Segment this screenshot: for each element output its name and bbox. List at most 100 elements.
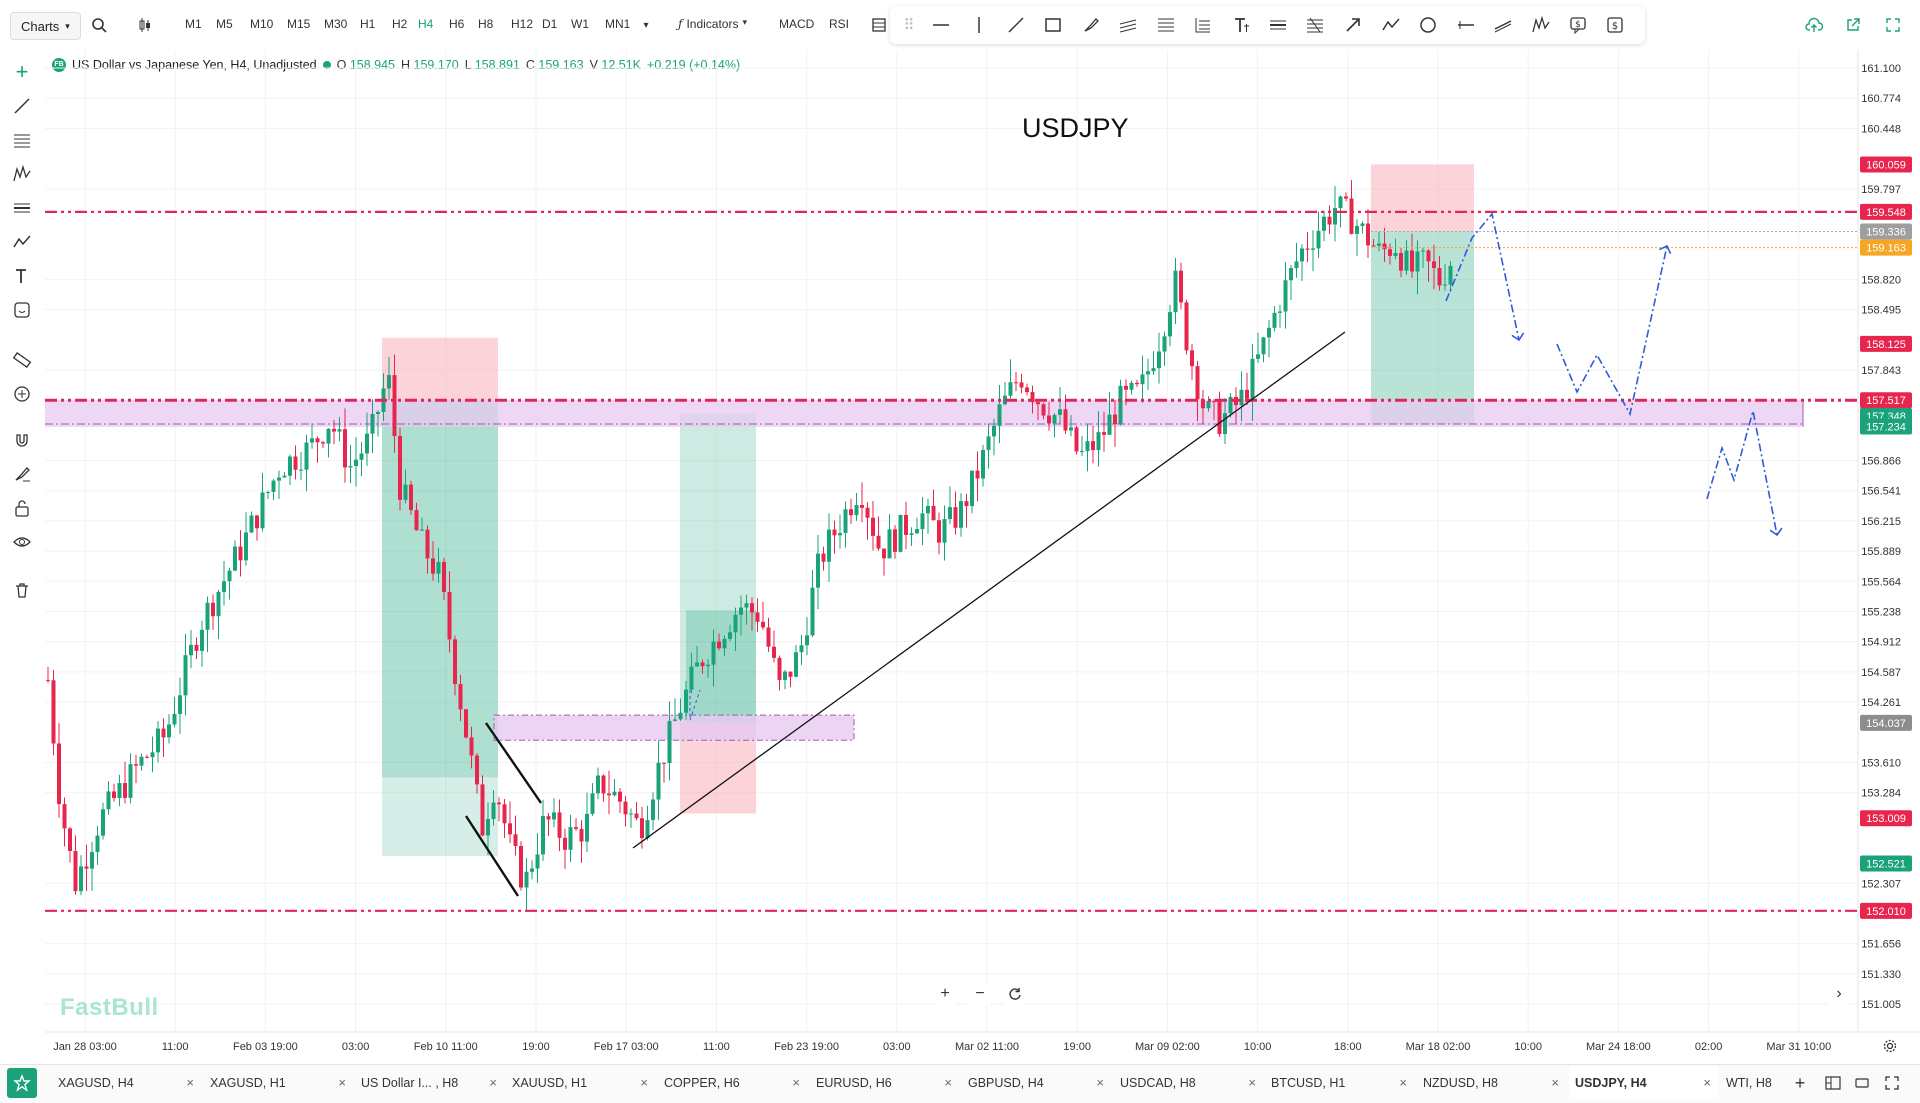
- trash-icon[interactable]: [10, 578, 34, 602]
- zoom-in-button[interactable]: +: [934, 983, 956, 1005]
- zoom-in-icon[interactable]: [10, 382, 34, 406]
- candle: [244, 532, 248, 561]
- close-tab-icon[interactable]: ×: [1551, 1075, 1559, 1090]
- timeframe-h6[interactable]: H6: [449, 17, 465, 31]
- pitchfork-icon[interactable]: [10, 196, 34, 220]
- emoji-icon[interactable]: [10, 298, 34, 322]
- tab-us-dollar-i-h8[interactable]: US Dollar I... , H8 ×: [355, 1066, 505, 1100]
- close-tab-icon[interactable]: ×: [1096, 1075, 1104, 1090]
- timeframe-h8[interactable]: H8: [478, 17, 494, 31]
- charts-menu-button[interactable]: Charts ▾: [10, 12, 81, 40]
- open-new-window-icon[interactable]: [1842, 14, 1864, 36]
- brush-icon[interactable]: [1080, 14, 1102, 36]
- ruler-icon[interactable]: [10, 348, 34, 372]
- timeframe-h2[interactable]: H2: [392, 17, 408, 31]
- timeframe-more-icon[interactable]: ▾: [643, 19, 649, 31]
- macd-button[interactable]: MACD: [779, 17, 815, 31]
- path-icon[interactable]: [1380, 14, 1402, 36]
- pattern-icon[interactable]: [1530, 14, 1552, 36]
- zoom-out-button[interactable]: −: [969, 983, 991, 1005]
- tile-layout-icon[interactable]: [1823, 1066, 1843, 1100]
- trend-line-icon[interactable]: [1005, 14, 1027, 36]
- timeframe-m5[interactable]: M5: [216, 17, 233, 31]
- time-axis[interactable]: Jan 28 03:00 11:00 Feb 03 19:00 03:00 Feb 10…: [53, 1041, 1831, 1053]
- tab-copper-h6[interactable]: COPPER, H6 ×: [658, 1066, 808, 1100]
- arrow-icon[interactable]: [1342, 14, 1364, 36]
- text-icon[interactable]: [1230, 14, 1252, 36]
- expand-icon[interactable]: [1882, 1066, 1902, 1100]
- close-tab-icon[interactable]: ×: [944, 1075, 952, 1090]
- svg-text:$: $: [1575, 20, 1581, 30]
- close-tab-icon[interactable]: ×: [1399, 1075, 1407, 1090]
- ray-icon[interactable]: [1455, 14, 1477, 36]
- parallel-channel-icon[interactable]: [1117, 14, 1139, 36]
- minimize-icon[interactable]: [1852, 1066, 1872, 1100]
- fib-levels-icon[interactable]: [10, 128, 34, 152]
- tab-nzdusd-h8[interactable]: NZDUSD, H8 ×: [1417, 1066, 1567, 1100]
- settings-gear-icon[interactable]: [1879, 1035, 1901, 1057]
- lock-icon[interactable]: [10, 496, 34, 520]
- close-tab-icon[interactable]: ×: [489, 1075, 497, 1090]
- trend-line-icon[interactable]: [10, 94, 34, 118]
- horizontal-line-icon[interactable]: [930, 14, 952, 36]
- tab-xagusd-h1[interactable]: XAGUSD, H1 ×: [204, 1066, 354, 1100]
- eye-icon[interactable]: [10, 530, 34, 554]
- scroll-right-icon[interactable]: ›: [1828, 983, 1850, 1005]
- tab-usdjpy-h4[interactable]: USDJPY, H4 ×: [1569, 1066, 1719, 1100]
- close-tab-icon[interactable]: ×: [792, 1075, 800, 1090]
- extended-line-icon[interactable]: [1492, 14, 1514, 36]
- timeframe-mn1[interactable]: MN1: [605, 17, 631, 31]
- tab-btcusd-h1[interactable]: BTCUSD, H1 ×: [1265, 1066, 1415, 1100]
- tab-wti-h8[interactable]: WTI, H8: [1720, 1066, 1780, 1100]
- price-axis[interactable]: 161.100 160.774 160.448 159.797 158.820 158.4…: [1860, 63, 1912, 1011]
- close-tab-icon[interactable]: ×: [1248, 1075, 1256, 1090]
- gann-icon[interactable]: [1304, 14, 1326, 36]
- timeframe-m30[interactable]: M30: [324, 17, 348, 31]
- path-icon[interactable]: [10, 230, 34, 254]
- candle: [1404, 250, 1409, 271]
- vertical-line-icon[interactable]: [968, 14, 990, 36]
- search-icon[interactable]: [88, 14, 110, 36]
- text-icon[interactable]: [10, 264, 34, 288]
- rsi-button[interactable]: RSI: [829, 17, 850, 31]
- drag-handle-icon[interactable]: ⠿: [903, 17, 915, 34]
- fib-retracement-icon[interactable]: [1155, 14, 1177, 36]
- projection-arrowhead: [1658, 244, 1672, 255]
- price-label-icon[interactable]: $: [1604, 14, 1626, 36]
- layout-icon[interactable]: [868, 14, 890, 36]
- add-tab-icon[interactable]: +: [1794, 1072, 1806, 1093]
- reset-zoom-icon[interactable]: [1004, 983, 1026, 1005]
- close-tab-icon[interactable]: ×: [640, 1075, 648, 1090]
- draw-mode-icon[interactable]: [10, 462, 34, 486]
- pattern-icon[interactable]: [10, 162, 34, 186]
- circle-icon[interactable]: [1417, 14, 1439, 36]
- timeframe-h12[interactable]: H12: [511, 17, 534, 31]
- tab-xagusd-h4[interactable]: XAGUSD, H4 ×: [52, 1066, 202, 1100]
- tab-gbpusd-h4[interactable]: GBPUSD, H4 ×: [962, 1066, 1112, 1100]
- tab-usdcad-h8[interactable]: USDCAD, H8 ×: [1114, 1066, 1264, 1100]
- candle-type-icon[interactable]: [134, 14, 156, 36]
- timeframe-h1[interactable]: H1: [360, 17, 376, 31]
- cloud-upload-icon[interactable]: [1803, 14, 1825, 36]
- crosshair-icon[interactable]: +: [15, 59, 29, 84]
- tab-xauusd-h1[interactable]: XAUUSD, H1 ×: [506, 1066, 656, 1100]
- pitchfork-icon[interactable]: [1267, 14, 1289, 36]
- timeframe-m10[interactable]: M10: [250, 17, 274, 31]
- timeframe-d1[interactable]: D1: [542, 17, 558, 31]
- timeframe-m1[interactable]: M1: [185, 17, 202, 31]
- magnet-icon[interactable]: [10, 428, 34, 452]
- close-tab-icon[interactable]: ×: [338, 1075, 346, 1090]
- timeframe-h4[interactable]: H4: [418, 17, 434, 31]
- indicators-button[interactable]: ƒ Indicators ▾: [678, 17, 747, 31]
- favorites-star-icon[interactable]: [7, 1068, 37, 1098]
- fullscreen-icon[interactable]: [1882, 14, 1904, 36]
- fib-fan-icon[interactable]: [1192, 14, 1214, 36]
- tab-eurusd-h6[interactable]: EURUSD, H6 ×: [810, 1066, 960, 1100]
- rectangle-icon[interactable]: [1042, 14, 1064, 36]
- timeframe-w1[interactable]: W1: [571, 17, 589, 31]
- close-tab-icon[interactable]: ×: [186, 1075, 194, 1090]
- price-note-icon[interactable]: $: [1567, 14, 1589, 36]
- close-tab-icon[interactable]: ×: [1703, 1075, 1711, 1090]
- timeframe-m15[interactable]: M15: [287, 17, 311, 31]
